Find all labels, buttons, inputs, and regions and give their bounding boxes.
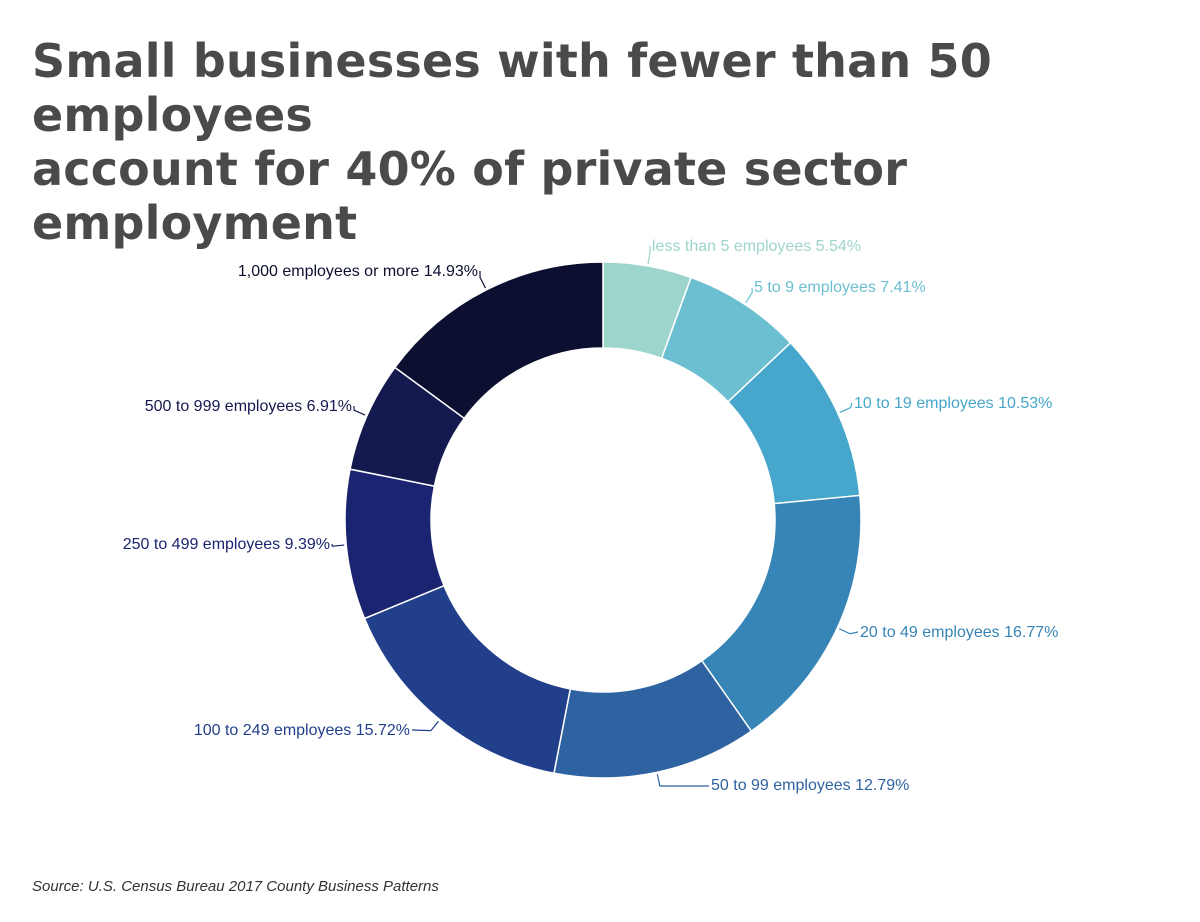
slice-labels: less than 5 employees 5.54% 5 to 9 employ… bbox=[123, 238, 1059, 794]
donut-slices bbox=[344, 261, 862, 779]
label-leader-lines bbox=[331, 245, 859, 787]
leader-line-100-to-249-employees bbox=[411, 720, 439, 732]
chart-title-line-1: Small businesses with fewer than 50 empl… bbox=[32, 34, 992, 142]
leader-line-less-than-5-employees bbox=[647, 245, 651, 265]
slice-label-500-to-999-employees: 500 to 999 employees 6.91% bbox=[145, 398, 352, 415]
slice-label-20-to-49-employees: 20 to 49 employees 16.77% bbox=[860, 624, 1058, 641]
leader-line-50-to-99-employees bbox=[656, 774, 710, 787]
slice-label-100-to-249-employees: 100 to 249 employees 15.72% bbox=[194, 722, 410, 739]
slice-label-250-to-499-employees: 250 to 499 employees 9.39% bbox=[123, 536, 330, 553]
leader-line-250-to-499-employees bbox=[331, 543, 345, 547]
slice-100-to-249-employees bbox=[363, 584, 572, 775]
slice-label-10-to-19-employees: 10 to 19 employees 10.53% bbox=[854, 395, 1052, 412]
leader-line-500-to-999-employees bbox=[353, 405, 366, 416]
leader-line-20-to-49-employees bbox=[838, 628, 859, 635]
leader-line-10-to-19-employees bbox=[839, 402, 853, 414]
slice-label-50-to-99-employees: 50 to 99 employees 12.79% bbox=[711, 777, 909, 794]
slice-label-5-to-9-employees: 5 to 9 employees 7.41% bbox=[754, 279, 926, 296]
chart-title-line-2: account for 40% of private sector employ… bbox=[32, 142, 908, 250]
leader-line-5-to-9-employees bbox=[745, 287, 753, 303]
leader-line-1-000-employees-or-more bbox=[479, 270, 486, 289]
slice-1-000-employees-or-more bbox=[393, 261, 604, 420]
slice-label-less-than-5-employees: less than 5 employees 5.54% bbox=[652, 238, 861, 255]
source-note: Source: U.S. Census Bureau 2017 County B… bbox=[32, 878, 439, 895]
chart-title: Small businesses with fewer than 50 empl… bbox=[32, 34, 1172, 250]
slice-label-1-000-employees-or-more: 1,000 employees or more 14.93% bbox=[238, 263, 478, 280]
